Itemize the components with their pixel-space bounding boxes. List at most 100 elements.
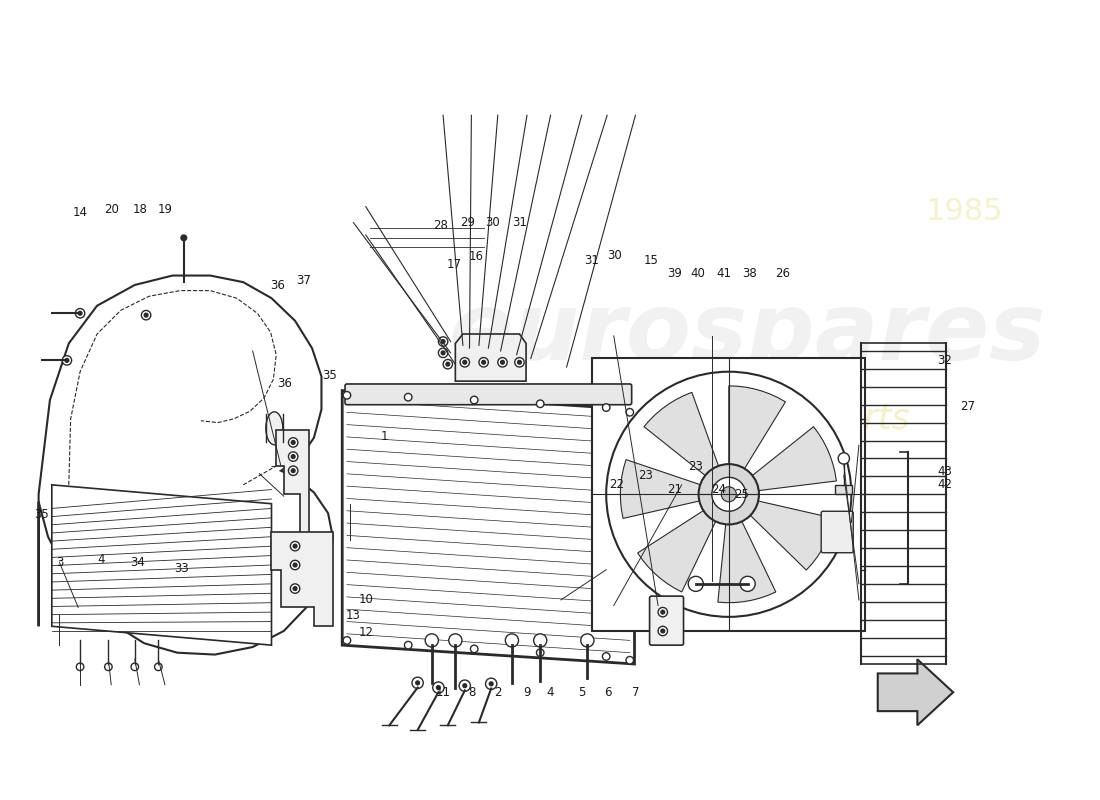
Circle shape	[343, 391, 351, 399]
Circle shape	[490, 682, 493, 686]
Text: 37: 37	[296, 274, 311, 287]
Circle shape	[689, 576, 703, 591]
Circle shape	[78, 311, 82, 315]
Text: 33: 33	[174, 562, 188, 574]
Circle shape	[626, 409, 634, 416]
Text: 36: 36	[277, 377, 293, 390]
Circle shape	[294, 544, 297, 548]
Circle shape	[144, 314, 148, 317]
Circle shape	[288, 452, 298, 462]
Circle shape	[443, 359, 452, 369]
Text: 27: 27	[960, 399, 975, 413]
Circle shape	[449, 634, 462, 647]
Text: 17: 17	[447, 258, 461, 270]
Text: 29: 29	[460, 216, 475, 230]
Circle shape	[515, 358, 525, 367]
Circle shape	[426, 634, 439, 647]
Circle shape	[405, 642, 412, 649]
Circle shape	[290, 542, 300, 551]
Text: 32: 32	[937, 354, 952, 367]
Circle shape	[471, 645, 478, 653]
Circle shape	[500, 360, 505, 364]
Circle shape	[740, 576, 756, 591]
Text: 41: 41	[716, 266, 732, 280]
Text: 11: 11	[436, 686, 451, 699]
Text: 5: 5	[578, 686, 585, 699]
Circle shape	[534, 634, 547, 647]
Circle shape	[292, 441, 295, 444]
Circle shape	[661, 629, 664, 633]
Text: 3: 3	[56, 556, 64, 569]
Text: 43: 43	[937, 465, 952, 478]
Circle shape	[412, 678, 424, 689]
Polygon shape	[39, 275, 333, 654]
Text: 13: 13	[345, 610, 361, 622]
Circle shape	[294, 563, 297, 567]
Circle shape	[182, 235, 187, 241]
Circle shape	[712, 478, 746, 511]
FancyBboxPatch shape	[822, 511, 854, 553]
Text: 1: 1	[381, 430, 388, 442]
Text: 4: 4	[547, 686, 554, 699]
Circle shape	[505, 634, 518, 647]
Polygon shape	[718, 518, 776, 602]
Text: 15: 15	[644, 254, 659, 267]
Text: 7: 7	[631, 686, 639, 699]
Circle shape	[838, 453, 849, 464]
Circle shape	[290, 584, 300, 594]
Circle shape	[290, 560, 300, 570]
Circle shape	[441, 340, 446, 343]
Text: 34: 34	[130, 556, 145, 569]
Text: 19: 19	[158, 203, 173, 217]
Circle shape	[416, 681, 419, 685]
Text: 6: 6	[604, 686, 612, 699]
Text: 31: 31	[584, 254, 600, 267]
Circle shape	[482, 360, 485, 364]
Polygon shape	[748, 500, 835, 570]
Text: eurospares: eurospares	[449, 288, 1046, 380]
Circle shape	[603, 404, 611, 411]
Circle shape	[471, 396, 478, 404]
Text: 20: 20	[104, 203, 119, 217]
Polygon shape	[342, 390, 635, 664]
FancyBboxPatch shape	[345, 384, 631, 405]
Text: 16: 16	[469, 250, 483, 263]
Circle shape	[606, 372, 851, 617]
Text: 26: 26	[776, 266, 790, 280]
Circle shape	[722, 486, 736, 502]
Polygon shape	[620, 460, 704, 518]
Circle shape	[76, 309, 85, 318]
Text: 12: 12	[359, 626, 373, 639]
Bar	[835, 485, 852, 494]
Circle shape	[432, 682, 444, 694]
Polygon shape	[638, 509, 717, 592]
Text: 35: 35	[322, 370, 337, 382]
Circle shape	[626, 657, 634, 664]
Polygon shape	[878, 659, 954, 726]
Circle shape	[463, 684, 466, 687]
Circle shape	[155, 663, 162, 670]
Text: 40: 40	[690, 266, 705, 280]
Circle shape	[698, 464, 759, 525]
Circle shape	[343, 637, 351, 644]
Polygon shape	[272, 532, 333, 626]
Circle shape	[537, 400, 544, 407]
Text: 8: 8	[468, 686, 475, 699]
Text: 30: 30	[607, 249, 623, 262]
Text: 1985: 1985	[926, 197, 1003, 226]
Text: 42: 42	[937, 478, 952, 491]
Text: 31: 31	[512, 216, 527, 230]
Circle shape	[294, 586, 297, 590]
Text: 24: 24	[711, 482, 726, 495]
Circle shape	[658, 607, 668, 617]
Circle shape	[478, 358, 488, 367]
Circle shape	[104, 663, 112, 670]
Circle shape	[603, 653, 611, 660]
Circle shape	[131, 663, 139, 670]
Text: 14: 14	[73, 206, 88, 219]
Text: 2: 2	[494, 686, 502, 699]
Text: a passion for parts: a passion for parts	[586, 402, 910, 436]
Text: 18: 18	[132, 203, 147, 217]
Polygon shape	[749, 426, 836, 491]
Circle shape	[142, 310, 151, 320]
